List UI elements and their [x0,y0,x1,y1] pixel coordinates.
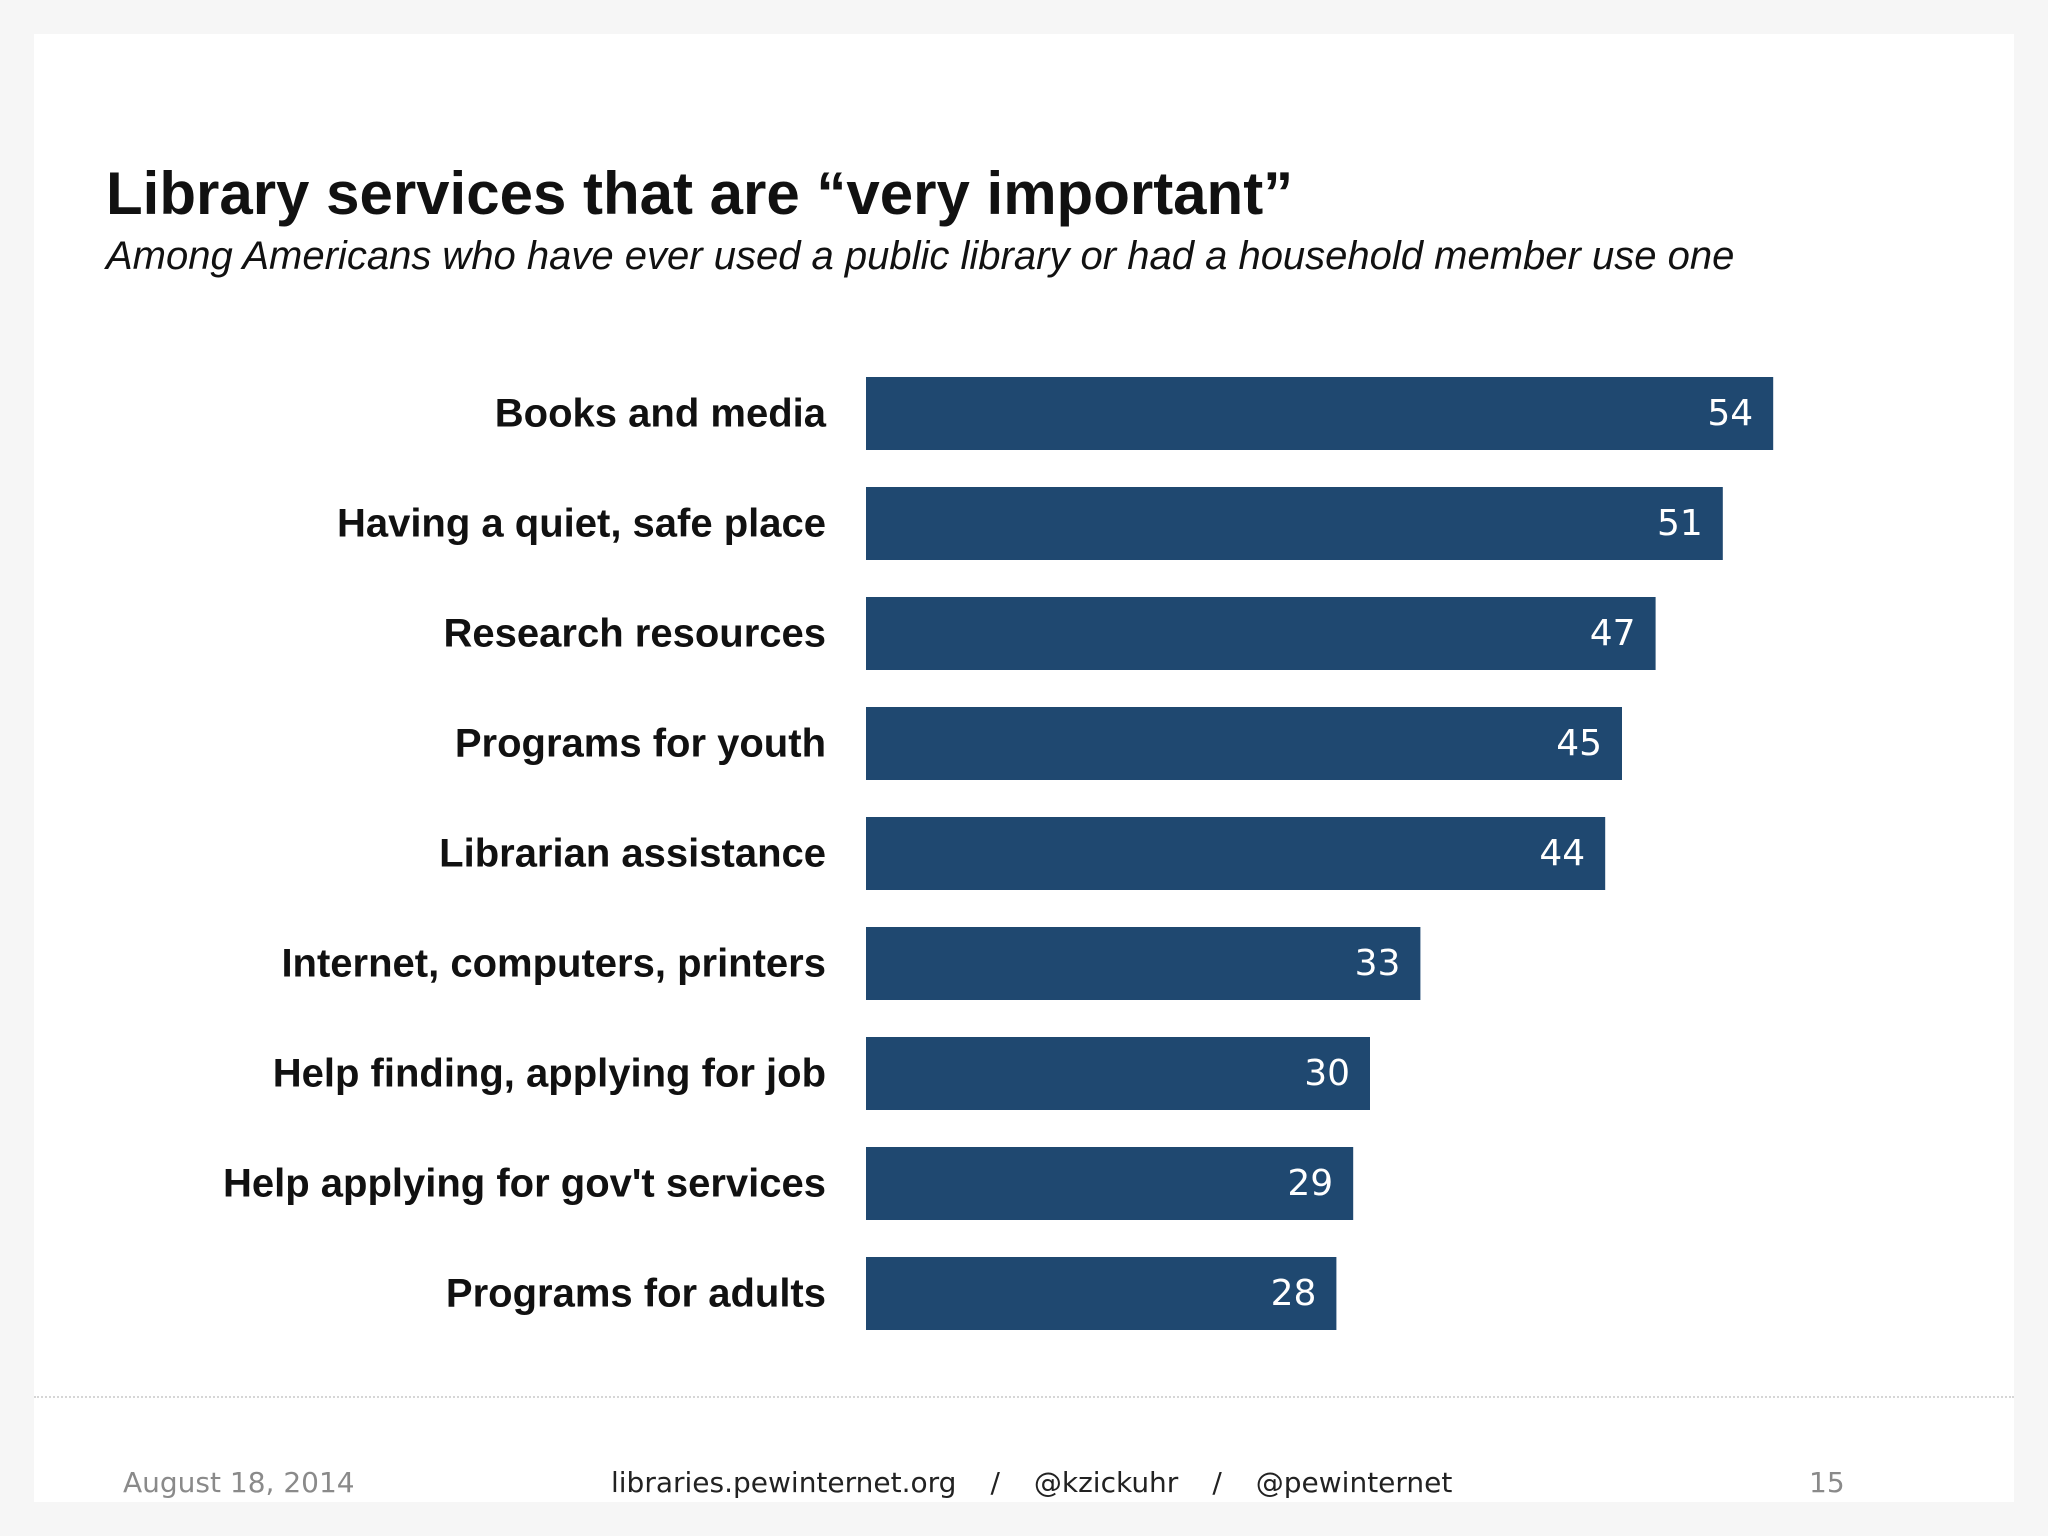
value-label: 51 [1657,503,1703,544]
bar [866,927,1421,1000]
footer-date: August 18, 2014 [123,1466,355,1499]
category-label: Internet, computers, printers [281,942,826,986]
value-label: 33 [1355,943,1401,984]
bar [866,377,1774,450]
chart-title: Library services that are “very importan… [106,160,1294,227]
category-label: Librarian assistance [439,832,826,876]
bar [866,1257,1337,1330]
category-label: Research resources [444,612,826,656]
value-label: 45 [1556,723,1602,764]
value-label: 28 [1271,1273,1317,1314]
footer-separator: / [990,1466,1000,1499]
value-label: 44 [1539,833,1585,874]
footer-divider [34,1396,2014,1398]
footer-site-link[interactable]: libraries.pewinternet.org [611,1466,957,1499]
value-label: 47 [1590,613,1636,654]
bar [866,1147,1354,1220]
category-label: Having a quiet, safe place [337,502,826,546]
page-number: 15 [1809,1466,1845,1499]
slide: Library services that are “very importan… [34,34,2014,1502]
chart-subtitle: Among Americans who have ever used a pub… [106,234,1735,278]
bar [866,707,1622,780]
bar [866,1037,1370,1110]
category-label: Help applying for gov't services [223,1162,826,1206]
category-label: Programs for adults [446,1272,826,1316]
category-label: Help finding, applying for job [273,1052,826,1096]
bar [866,597,1656,670]
footer-author-handle[interactable]: @kzickuhr [1033,1466,1179,1499]
value-label: 54 [1707,393,1753,434]
bar-chart: Books and media 54 Having a quiet, safe pl… [223,377,1774,1330]
value-label: 29 [1287,1163,1333,1204]
category-label: Programs for youth [455,722,826,766]
footer-links: libraries.pewinternet.org / @kzickuhr / @pew… [611,1466,1452,1499]
footer-org-handle[interactable]: @pewinternet [1255,1466,1453,1499]
bar [866,817,1606,890]
value-label: 30 [1304,1053,1350,1094]
bar [866,487,1723,560]
category-label: Books and media [495,392,827,436]
footer-separator: / [1212,1466,1222,1499]
